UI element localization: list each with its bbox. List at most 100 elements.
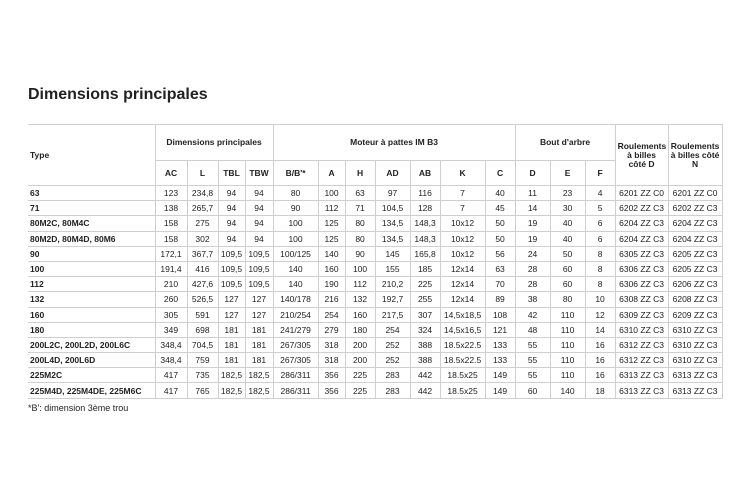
value-cell: 140 bbox=[549, 382, 586, 399]
value-cell: 24 bbox=[514, 245, 551, 262]
value-cell: 8 bbox=[584, 276, 616, 293]
table-row: 225M4D, 225M4DE, 225M6C 417 765 182,5 182,5 2… bbox=[28, 382, 723, 399]
value-cell: 225 bbox=[344, 382, 376, 399]
value-cell: 94 bbox=[244, 230, 274, 247]
value-cell: 10x12 bbox=[439, 230, 486, 247]
value-cell: 6306 ZZ C3 bbox=[614, 260, 669, 278]
type-cell: 160 bbox=[28, 306, 156, 323]
value-cell: 138 bbox=[154, 200, 188, 217]
value-cell: 388 bbox=[409, 352, 441, 369]
value-cell: 252 bbox=[374, 336, 411, 354]
table-row: 112 210 427,6 109,5 109,5 140 190 112 210,2 225 12… bbox=[28, 276, 723, 293]
value-cell: 210,2 bbox=[374, 276, 411, 293]
group-header: Dimensions principales bbox=[154, 124, 274, 161]
value-cell: 6202 ZZ C3 bbox=[614, 200, 669, 217]
value-cell: 254 bbox=[317, 306, 346, 323]
type-cell: 132 bbox=[28, 291, 156, 308]
table-row: 71 138 265,7 94 94 90 112 71 104,5 128 7 45 14 30 5 620… bbox=[28, 200, 723, 217]
value-cell: 200 bbox=[344, 336, 376, 354]
value-cell: 140 bbox=[272, 276, 319, 293]
value-cell: 100/125 bbox=[272, 245, 319, 262]
value-cell: 100 bbox=[317, 184, 346, 202]
value-cell: 55 bbox=[514, 336, 551, 354]
value-cell: 5 bbox=[584, 200, 616, 217]
value-cell: 63 bbox=[344, 184, 376, 202]
value-cell: 80 bbox=[344, 230, 376, 247]
value-cell: 6308 ZZ C3 bbox=[614, 291, 669, 308]
value-cell: 38 bbox=[514, 291, 551, 308]
value-cell: 140/178 bbox=[272, 291, 319, 308]
table-row: 132 260 526,5 127 127 140/178 216 132 192,7 255 12… bbox=[28, 291, 723, 308]
value-cell: 134,5 bbox=[374, 230, 411, 247]
value-cell: 60 bbox=[514, 382, 551, 399]
value-cell: 217,5 bbox=[374, 306, 411, 323]
value-cell: 94 bbox=[217, 215, 246, 232]
value-cell: 698 bbox=[186, 321, 219, 338]
value-cell: 94 bbox=[244, 215, 274, 232]
value-cell: 6204 ZZ C3 bbox=[614, 230, 669, 247]
value-cell: 145 bbox=[374, 245, 411, 262]
value-cell: 181 bbox=[217, 321, 246, 338]
value-cell: 127 bbox=[217, 306, 246, 323]
value-cell: 48 bbox=[514, 321, 551, 338]
value-cell: 140 bbox=[272, 260, 319, 278]
value-cell: 8 bbox=[584, 245, 616, 262]
value-cell: 6312 ZZ C3 bbox=[614, 336, 669, 354]
column-header: D bbox=[514, 160, 551, 186]
value-cell: 6313 ZZ C3 bbox=[614, 367, 669, 384]
value-cell: 42 bbox=[514, 306, 551, 323]
value-cell: 94 bbox=[244, 184, 274, 202]
group-header: Moteur à pattes IM B3 bbox=[272, 124, 516, 161]
value-cell: 265,7 bbox=[186, 200, 219, 217]
table-row: 80M2C, 80M4C 158 275 94 94 100 125 80 134,5 148,3… bbox=[28, 215, 723, 232]
header-row: AC L TBL TBW B/B'* A H AD AB K C D E F bbox=[28, 160, 722, 186]
value-cell: 324 bbox=[409, 321, 441, 338]
value-cell: 12x14 bbox=[439, 291, 486, 308]
value-cell: 181 bbox=[244, 352, 274, 369]
value-cell: 4 bbox=[584, 184, 616, 202]
value-cell: 260 bbox=[154, 291, 188, 308]
column-header: TBW bbox=[244, 160, 274, 186]
value-cell: 149 bbox=[484, 382, 516, 399]
column-header: AC bbox=[154, 160, 188, 186]
group-header: Bout d'arbre bbox=[514, 124, 616, 161]
value-cell: 14,5x16,5 bbox=[439, 321, 486, 338]
type-cell: 63 bbox=[28, 184, 156, 202]
value-cell: 50 bbox=[484, 230, 516, 247]
value-cell: 28 bbox=[514, 276, 551, 293]
value-cell: 109,5 bbox=[217, 276, 246, 293]
value-cell: 123 bbox=[154, 184, 188, 202]
value-cell: 60 bbox=[549, 260, 586, 278]
value-cell: 10 bbox=[584, 291, 616, 308]
value-cell: 140 bbox=[317, 245, 346, 262]
value-cell: 283 bbox=[374, 382, 411, 399]
value-cell: 349 bbox=[154, 321, 188, 338]
table-row: 63 123 234,8 94 94 80 100 63 97 116 7 40 11 23 4 6201 Z… bbox=[28, 184, 723, 202]
group-header: Roulements à billes côté D bbox=[614, 124, 669, 186]
type-cell: 90 bbox=[28, 245, 156, 262]
type-cell: 200L4D, 200L6D bbox=[28, 352, 156, 369]
value-cell: 191,4 bbox=[154, 260, 188, 278]
value-cell: 279 bbox=[317, 321, 346, 338]
value-cell: 210 bbox=[154, 276, 188, 293]
column-header: E bbox=[549, 160, 586, 186]
value-cell: 759 bbox=[186, 352, 219, 369]
value-cell: 55 bbox=[514, 367, 551, 384]
value-cell: 6201 ZZ C0 bbox=[667, 184, 723, 202]
value-cell: 133 bbox=[484, 336, 516, 354]
value-cell: 134,5 bbox=[374, 215, 411, 232]
value-cell: 110 bbox=[549, 367, 586, 384]
value-cell: 165,8 bbox=[409, 245, 441, 262]
value-cell: 12x14 bbox=[439, 260, 486, 278]
value-cell: 110 bbox=[549, 321, 586, 338]
value-cell: 56 bbox=[484, 245, 516, 262]
value-cell: 6201 ZZ C0 bbox=[614, 184, 669, 202]
value-cell: 40 bbox=[549, 230, 586, 247]
value-cell: 149 bbox=[484, 367, 516, 384]
value-cell: 112 bbox=[344, 276, 376, 293]
value-cell: 367,7 bbox=[186, 245, 219, 262]
value-cell: 417 bbox=[154, 367, 188, 384]
column-header: A bbox=[317, 160, 346, 186]
value-cell: 63 bbox=[484, 260, 516, 278]
type-cell: 100 bbox=[28, 260, 156, 278]
